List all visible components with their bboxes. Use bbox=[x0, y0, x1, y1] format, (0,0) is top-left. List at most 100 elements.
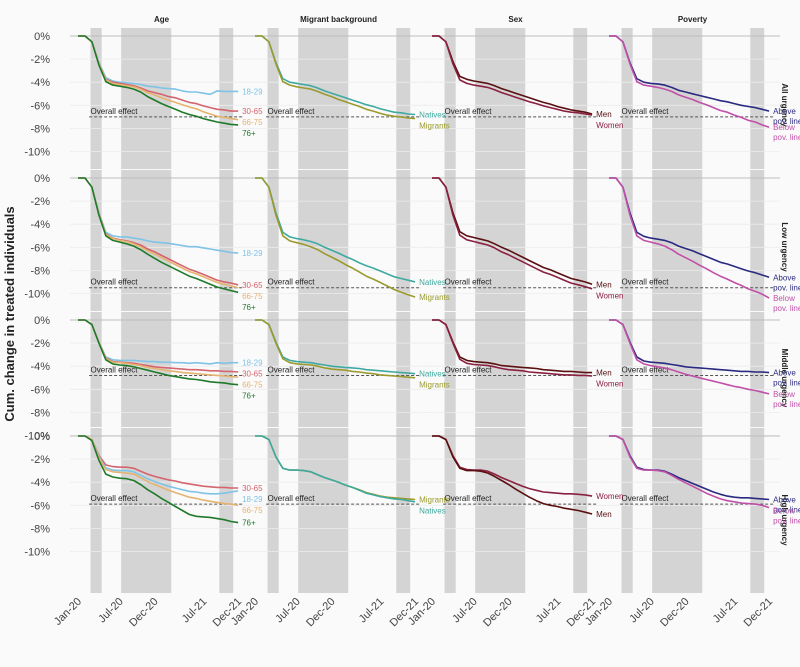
overall-effect-label: Overall effect bbox=[445, 365, 493, 374]
overall-effect-label: Overall effect bbox=[445, 494, 493, 503]
shaded-period bbox=[396, 170, 411, 311]
row-label: Middle urgency bbox=[780, 349, 789, 408]
shaded-period bbox=[267, 28, 279, 169]
shaded-period bbox=[621, 28, 633, 169]
series-end-label: Natives bbox=[419, 370, 446, 379]
y-tick-label: -10% bbox=[24, 431, 50, 443]
x-tick-label: Jul-21 bbox=[357, 596, 387, 626]
shaded-period bbox=[267, 312, 279, 427]
shaded-period bbox=[652, 312, 703, 427]
shaded-period bbox=[267, 428, 279, 593]
series-end-label: 66-75 bbox=[242, 506, 263, 515]
y-tick-label: -8% bbox=[30, 123, 50, 135]
x-tick-label: Jul-21 bbox=[711, 596, 741, 626]
series-line bbox=[609, 177, 770, 279]
series-end-label: Natives bbox=[419, 278, 446, 287]
series-end-label: 30-65 bbox=[242, 281, 263, 290]
series-end-label: Above pov. line bbox=[773, 369, 800, 388]
series-end-label: 18-29 bbox=[242, 495, 263, 504]
y-tick-label: -6% bbox=[30, 384, 50, 396]
y-tick-label: -8% bbox=[30, 265, 50, 277]
shaded-period bbox=[750, 312, 765, 427]
series-end-label: Natives bbox=[419, 111, 446, 120]
overall-effect-label: Overall effect bbox=[91, 365, 139, 374]
shaded-period bbox=[652, 170, 703, 311]
series-end-label: Below pov. line bbox=[773, 390, 800, 409]
series-line bbox=[432, 35, 593, 116]
y-tick-label: -2% bbox=[30, 454, 50, 466]
series-end-label: Above pov. line bbox=[773, 496, 800, 515]
x-tick-label: Dec-20 bbox=[127, 596, 161, 630]
series-end-label: Below pov. line bbox=[773, 294, 800, 313]
y-tick-label: 0% bbox=[34, 315, 50, 327]
series-line bbox=[78, 435, 239, 524]
overall-effect-label: Overall effect bbox=[268, 494, 316, 503]
overall-effect-label: Overall effect bbox=[622, 494, 670, 503]
y-tick-label: 0% bbox=[34, 173, 50, 185]
series-end-label: Above pov. line bbox=[773, 107, 800, 126]
overall-effect-label: Overall effect bbox=[91, 107, 139, 116]
y-axis-title: Cum. change in treated individuals bbox=[2, 206, 17, 421]
row-label: Low urgency bbox=[780, 222, 789, 272]
series-line bbox=[78, 177, 239, 294]
series-line bbox=[609, 319, 770, 395]
series-line bbox=[432, 177, 593, 290]
x-tick-label: Dec-20 bbox=[658, 596, 692, 630]
series-end-label: Men bbox=[596, 110, 612, 119]
shaded-period bbox=[219, 170, 234, 311]
overall-effect-label: Overall effect bbox=[445, 278, 493, 287]
shaded-period bbox=[652, 28, 703, 169]
overall-effect-label: Overall effect bbox=[268, 365, 316, 374]
series-line bbox=[255, 435, 416, 503]
column-header: Age bbox=[154, 15, 170, 24]
panel-2-1: Overall effect bbox=[247, 312, 427, 436]
overall-effect-label: Overall effect bbox=[268, 278, 316, 287]
series-end-label: Migrants bbox=[419, 496, 450, 505]
x-tick-label: Dec-20 bbox=[304, 596, 338, 630]
shaded-period bbox=[621, 170, 633, 311]
series-line bbox=[609, 35, 770, 128]
series-line bbox=[255, 35, 416, 116]
y-tick-label: -4% bbox=[30, 219, 50, 231]
series-line bbox=[432, 435, 593, 515]
series-line bbox=[255, 35, 416, 120]
series-end-label: 30-65 bbox=[242, 370, 263, 379]
y-tick-label: -4% bbox=[30, 477, 50, 489]
series-end-label: Migrants bbox=[419, 381, 450, 390]
overall-effect-label: Overall effect bbox=[91, 278, 139, 287]
row-label: High urgency bbox=[780, 494, 789, 546]
series-end-label: Men bbox=[596, 280, 612, 289]
series-end-label: Migrants bbox=[419, 122, 450, 131]
series-end-label: 76+ bbox=[242, 519, 256, 528]
y-tick-label: -10% bbox=[24, 547, 50, 559]
series-end-label: 18-29 bbox=[242, 87, 263, 96]
x-tick-label: Jul-20 bbox=[627, 596, 657, 626]
shaded-period bbox=[396, 28, 411, 169]
shaded-period bbox=[750, 170, 765, 311]
shaded-period bbox=[267, 170, 279, 311]
column-header: Migrant background bbox=[300, 15, 377, 24]
series-end-label: 76+ bbox=[242, 392, 256, 401]
x-tick-label: Jul-21 bbox=[534, 596, 564, 626]
series-end-label: Migrants bbox=[419, 293, 450, 302]
series-end-label: 66-75 bbox=[242, 381, 263, 390]
shaded-period bbox=[298, 28, 349, 169]
series-line bbox=[432, 35, 593, 115]
shaded-period bbox=[219, 428, 234, 593]
y-tick-label: -6% bbox=[30, 100, 50, 112]
shaded-period bbox=[90, 312, 102, 427]
x-tick-label: Jan-20 bbox=[52, 596, 84, 628]
series-end-label: Above pov. line bbox=[773, 273, 800, 292]
series-end-label: Men bbox=[596, 369, 612, 378]
y-tick-label: -4% bbox=[30, 77, 50, 89]
series-end-label: Below pov. line bbox=[773, 507, 800, 526]
shaded-period bbox=[573, 312, 588, 427]
series-end-label: 76+ bbox=[242, 303, 256, 312]
shaded-period bbox=[90, 428, 102, 593]
panel-3-1: Overall effect bbox=[247, 428, 427, 593]
series-line bbox=[78, 319, 239, 386]
series-line bbox=[432, 319, 593, 374]
series-line bbox=[78, 435, 239, 495]
panel-1-1: Overall effect bbox=[247, 170, 427, 311]
panel-1-0: Overall effect bbox=[70, 170, 250, 311]
